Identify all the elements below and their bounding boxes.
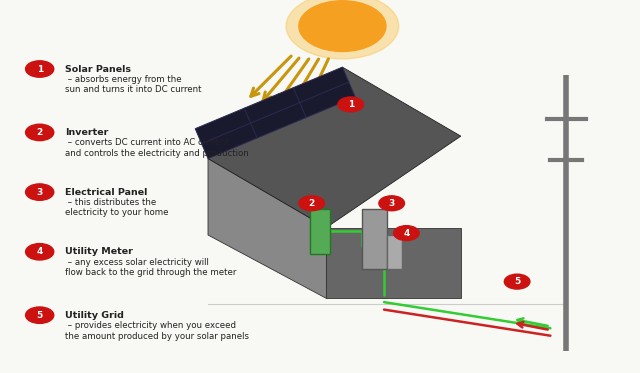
Text: – absorbs energy from the
sun and turns it into DC current: – absorbs energy from the sun and turns … — [65, 75, 202, 94]
Polygon shape — [195, 67, 355, 159]
Circle shape — [26, 244, 54, 260]
Text: – converts DC current into AC current
and controls the electricity and productio: – converts DC current into AC current an… — [65, 138, 249, 158]
Circle shape — [26, 184, 54, 200]
Text: – provides electricity when you exceed
the amount produced by your solar panels: – provides electricity when you exceed t… — [65, 321, 250, 341]
Circle shape — [299, 196, 324, 211]
Polygon shape — [310, 209, 330, 254]
Text: 4: 4 — [403, 229, 410, 238]
Polygon shape — [208, 159, 326, 298]
Circle shape — [26, 61, 54, 77]
Text: 3: 3 — [388, 199, 395, 208]
Text: Electrical Panel: Electrical Panel — [65, 188, 148, 197]
Polygon shape — [362, 209, 387, 269]
Text: 5: 5 — [514, 277, 520, 286]
Polygon shape — [387, 235, 402, 269]
Circle shape — [338, 97, 364, 112]
Text: 3: 3 — [36, 188, 43, 197]
Text: 1: 1 — [348, 100, 354, 109]
Circle shape — [286, 0, 399, 59]
Text: 5: 5 — [36, 311, 43, 320]
Text: – this distributes the
electricity to your home: – this distributes the electricity to yo… — [65, 198, 169, 217]
Polygon shape — [208, 67, 461, 228]
Text: Utility Meter: Utility Meter — [65, 247, 133, 256]
Polygon shape — [326, 228, 461, 298]
Text: 2: 2 — [308, 199, 315, 208]
Circle shape — [26, 124, 54, 141]
Text: 1: 1 — [36, 65, 43, 73]
Circle shape — [504, 274, 530, 289]
Text: Solar Panels: Solar Panels — [65, 65, 131, 73]
Text: Utility Grid: Utility Grid — [65, 311, 124, 320]
Text: Inverter: Inverter — [65, 128, 109, 137]
Circle shape — [379, 196, 404, 211]
Text: 4: 4 — [36, 247, 43, 256]
Circle shape — [299, 1, 386, 51]
Circle shape — [394, 226, 419, 241]
Text: 2: 2 — [36, 128, 43, 137]
Circle shape — [26, 307, 54, 323]
Text: – any excess solar electricity will
flow back to the grid through the meter: – any excess solar electricity will flow… — [65, 258, 237, 277]
